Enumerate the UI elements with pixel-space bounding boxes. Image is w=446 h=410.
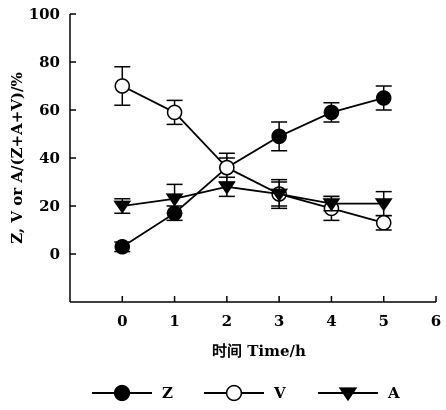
series-a-point bbox=[374, 198, 393, 212]
x-tick-label: 1 bbox=[169, 312, 179, 330]
x-axis-label: 时间 Time/h bbox=[212, 342, 306, 360]
chart-series bbox=[113, 66, 393, 255]
series-v-point bbox=[166, 104, 183, 121]
series-a-point bbox=[165, 193, 184, 207]
x-tick-label: 5 bbox=[378, 312, 388, 330]
chart-axes bbox=[69, 14, 436, 303]
y-tick-label: 100 bbox=[29, 5, 60, 23]
series-a-point bbox=[322, 198, 341, 212]
legend-label: Z bbox=[162, 384, 173, 402]
legend-marker bbox=[338, 387, 358, 402]
series-v bbox=[114, 66, 392, 231]
x-axis-ticks: 0 1 2 3 4 5 6 bbox=[117, 296, 441, 330]
legend-label: A bbox=[387, 384, 400, 402]
y-tick-label: 60 bbox=[39, 101, 60, 119]
series-z-line bbox=[121, 97, 384, 248]
series-v-point bbox=[219, 159, 235, 176]
series-z-point bbox=[375, 90, 392, 106]
series-a-line bbox=[122, 185, 384, 207]
x-tick-label: 4 bbox=[326, 312, 336, 330]
x-tick-label: 6 bbox=[431, 312, 441, 330]
y-axis-ticks: 0 20 40 60 80 100 bbox=[29, 5, 76, 263]
series-z-point bbox=[271, 128, 287, 145]
series-a-point bbox=[217, 181, 236, 195]
x-tick-label: 3 bbox=[274, 312, 284, 330]
legend-marker bbox=[113, 384, 131, 402]
y-tick-label: 40 bbox=[39, 149, 60, 167]
series-a bbox=[113, 176, 393, 217]
y-tick-label: 80 bbox=[39, 53, 60, 71]
legend-marker bbox=[225, 384, 243, 402]
x-tick-label: 0 bbox=[117, 312, 127, 330]
series-a-point bbox=[270, 188, 289, 202]
series-a-point bbox=[113, 200, 132, 214]
legend-item-z: Z bbox=[92, 384, 173, 402]
y-axis-label: Z, V or A/(Z+A+V)/% bbox=[8, 72, 26, 244]
legend-item-v: V bbox=[204, 384, 286, 402]
series-v-point bbox=[114, 78, 131, 94]
legend-label: V bbox=[273, 384, 286, 402]
series-z-point bbox=[323, 104, 340, 121]
y-tick-label: 0 bbox=[50, 245, 60, 263]
series-z-point bbox=[114, 239, 131, 255]
y-tick-label: 20 bbox=[39, 197, 60, 215]
series-z bbox=[114, 85, 392, 255]
x-tick-label: 2 bbox=[222, 312, 232, 330]
series-v-line bbox=[121, 85, 384, 224]
series-v-point bbox=[375, 215, 392, 231]
legend-item-a: A bbox=[318, 384, 400, 402]
